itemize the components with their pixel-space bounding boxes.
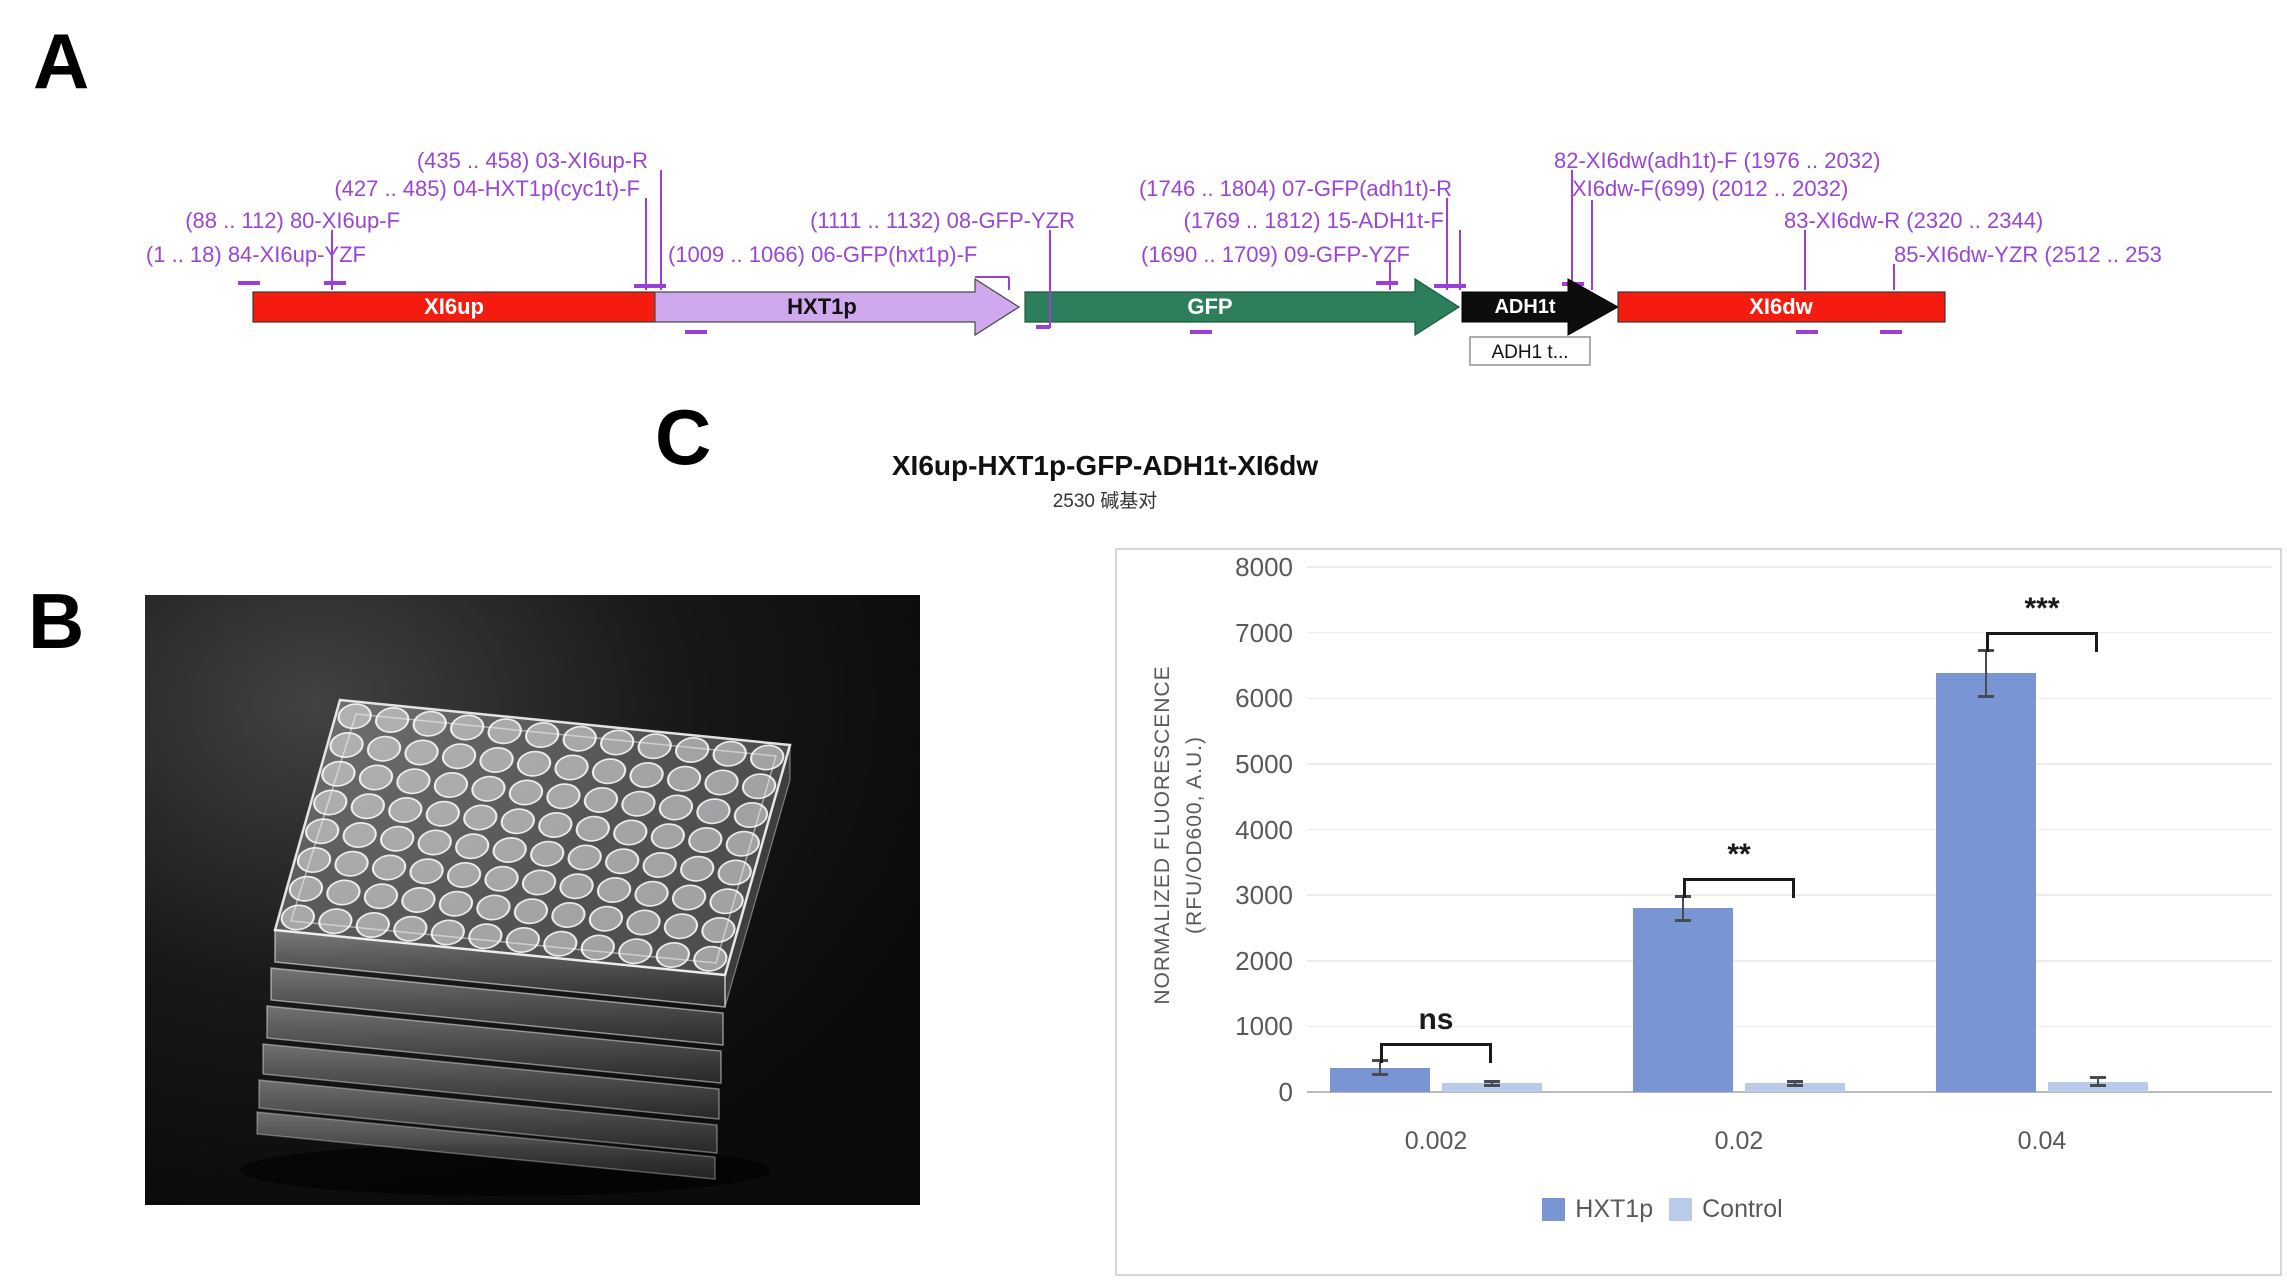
primer-label: 83-XI6dw-R (2320 .. 2344) [1784,208,2044,233]
error-bar [1681,896,1685,921]
chart-frame: NORMALIZED FLUORESCENCE (RFU/OD600, A.U.… [1115,548,2282,1276]
construct-map-panel: (435 .. 458) 03-XI6up-R (427 .. 485) 04-… [0,0,2287,530]
construct-subtitle: 2530 碱基对 [1052,491,1158,512]
panel-b-label: B [28,577,85,665]
error-bar [1490,1081,1494,1086]
bar-hxt1p [1633,908,1733,1092]
sig-label: *** [2024,592,2060,626]
legend-swatch [1669,1198,1693,1221]
segment-xi6dw-label: XI6dw [1749,294,1813,319]
y-tick-label: 6000 [1235,683,1293,714]
y-tick-label: 8000 [1235,552,1293,582]
sig-bracket [1683,878,1795,882]
primer-callout-gfp-yzr [1036,230,1051,329]
well-grid [280,703,785,972]
y-gridline [1307,763,2272,765]
legend-item-hxt1p: HXT1p [1542,1195,1653,1224]
primer-label: (88 .. 112) 80-XI6up-F [185,208,400,233]
primer-label: (1746 .. 1804) 07-GFP(adh1t)-R [1138,176,1452,201]
bar-control [1745,1083,1845,1092]
primer-label: (1 .. 18) 84-XI6up-YZF [145,242,366,267]
legend-item-control: Control [1669,1195,1783,1224]
construct-diagram: XI6up HXT1p GFP ADH1t XI6dw ADH1 t... [238,170,1946,366]
error-bar-cap [1787,1079,1803,1083]
segment-xi6up [252,291,656,323]
sig-label: ** [1727,838,1751,872]
primer-label: (435 .. 458) 03-XI6up-R [416,148,648,173]
y-tick-label: 3000 [1235,880,1293,911]
error-bar-cap [1675,918,1691,922]
microplate-stack-photo [145,595,920,1205]
segment-gfp-arrow [1024,277,1461,337]
bar-control [1442,1083,1542,1092]
y-tick-label: 1000 [1235,1011,1293,1042]
error-bar-cap [1372,1073,1388,1077]
x-category-label: 0.02 [1714,1127,1764,1155]
panel-c-label: C [655,393,712,481]
sig-bracket-leg [1792,878,1795,899]
error-bar-cap [1787,1084,1803,1088]
error-bar-cap [2090,1083,2106,1087]
y-gridline [1307,828,2272,831]
legend-swatch [1542,1198,1566,1221]
primer-label: 82-XI6dw(adh1t)-F (1976 .. 2032) [1554,148,1881,173]
chart-legend: HXT1p Control [1079,1195,2246,1224]
primer-label: (1769 .. 1812) 15-ADH1t-F [1183,208,1444,233]
segment-adh1t-arrow [1461,278,1620,336]
legend-label: Control [1702,1195,1783,1223]
y-gridline [1307,697,2272,699]
primer-label: XI6dw-F(699) (2012 .. 2032) [1572,176,1849,201]
y-gridline [1307,894,2272,896]
y-gridline [1307,566,2272,568]
segment-hxt1p-arrow [654,277,1021,337]
y-gridline [1307,1025,2272,1028]
legend-label: HXT1p [1575,1195,1654,1223]
primer-label: (1009 .. 1066) 06-GFP(hxt1p)-F [668,242,978,267]
x-category-label: 0.04 [2017,1127,2067,1155]
sig-bracket [1380,1042,1492,1046]
sig-bracket-leg [1489,1042,1492,1063]
segment-hxt1p-label: HXT1p [787,294,857,319]
construct-title: XI6up-HXT1p-GFP-ADH1t-XI6dw [891,450,1319,481]
error-bar-cap [2090,1076,2106,1080]
error-bar [1984,650,1988,697]
error-bar [1378,1060,1382,1075]
segment-adh1t-label: ADH1t [1494,296,1555,318]
y-tick-label: 5000 [1235,748,1293,779]
y-tick-label: 2000 [1235,945,1293,976]
x-category-label: 0.002 [1404,1127,1468,1155]
segment-xi6up-label: XI6up [424,294,484,319]
adh1-terminator-label: ADH1 t... [1491,342,1568,363]
sig-bracket-leg [1380,1042,1383,1063]
sig-bracket-leg [2095,632,2098,653]
error-bar-cap [1484,1079,1500,1083]
sig-bracket-leg [1683,878,1686,899]
x-axis-line [1307,1091,2272,1093]
primer-label: (1690 .. 1709) 09-GFP-YZF [1141,242,1410,267]
segment-xi6dw [1617,291,1946,323]
y-gridline [1307,631,2272,634]
error-bar-cap [1978,694,1994,698]
bar-hxt1p [1936,673,2036,1092]
adh1-terminator-box [1469,336,1591,366]
plate-stack-layers [256,744,791,1180]
primer-label: 85-XI6dw-YZR (2512 .. 253 [1894,242,2162,267]
primer-callout-lines [331,170,1895,290]
panel-a-label: A [33,17,90,105]
primer-label: (427 .. 485) 04-HXT1p(cyc1t)-F [334,176,640,201]
error-bar [1793,1081,1797,1086]
segment-gfp-label: GFP [1187,294,1232,319]
error-bar-cap [1484,1084,1500,1088]
y-tick-label: 7000 [1235,617,1293,648]
sig-bracket [1986,632,2098,636]
primer-label: (1111 .. 1132) 08-GFP-YZR [810,208,1075,233]
plot-area: 0 1000 2000 3000 4000 5000 6000 7000 8000 ns 0.002… [1117,550,2280,1274]
y-tick-label: 4000 [1235,814,1293,845]
sig-bracket-leg [1986,632,1989,653]
sig-label: ns [1418,1002,1454,1036]
y-tick-label: 0 [1278,1077,1293,1107]
error-bar [2096,1077,2100,1086]
y-gridline [1307,960,2272,962]
